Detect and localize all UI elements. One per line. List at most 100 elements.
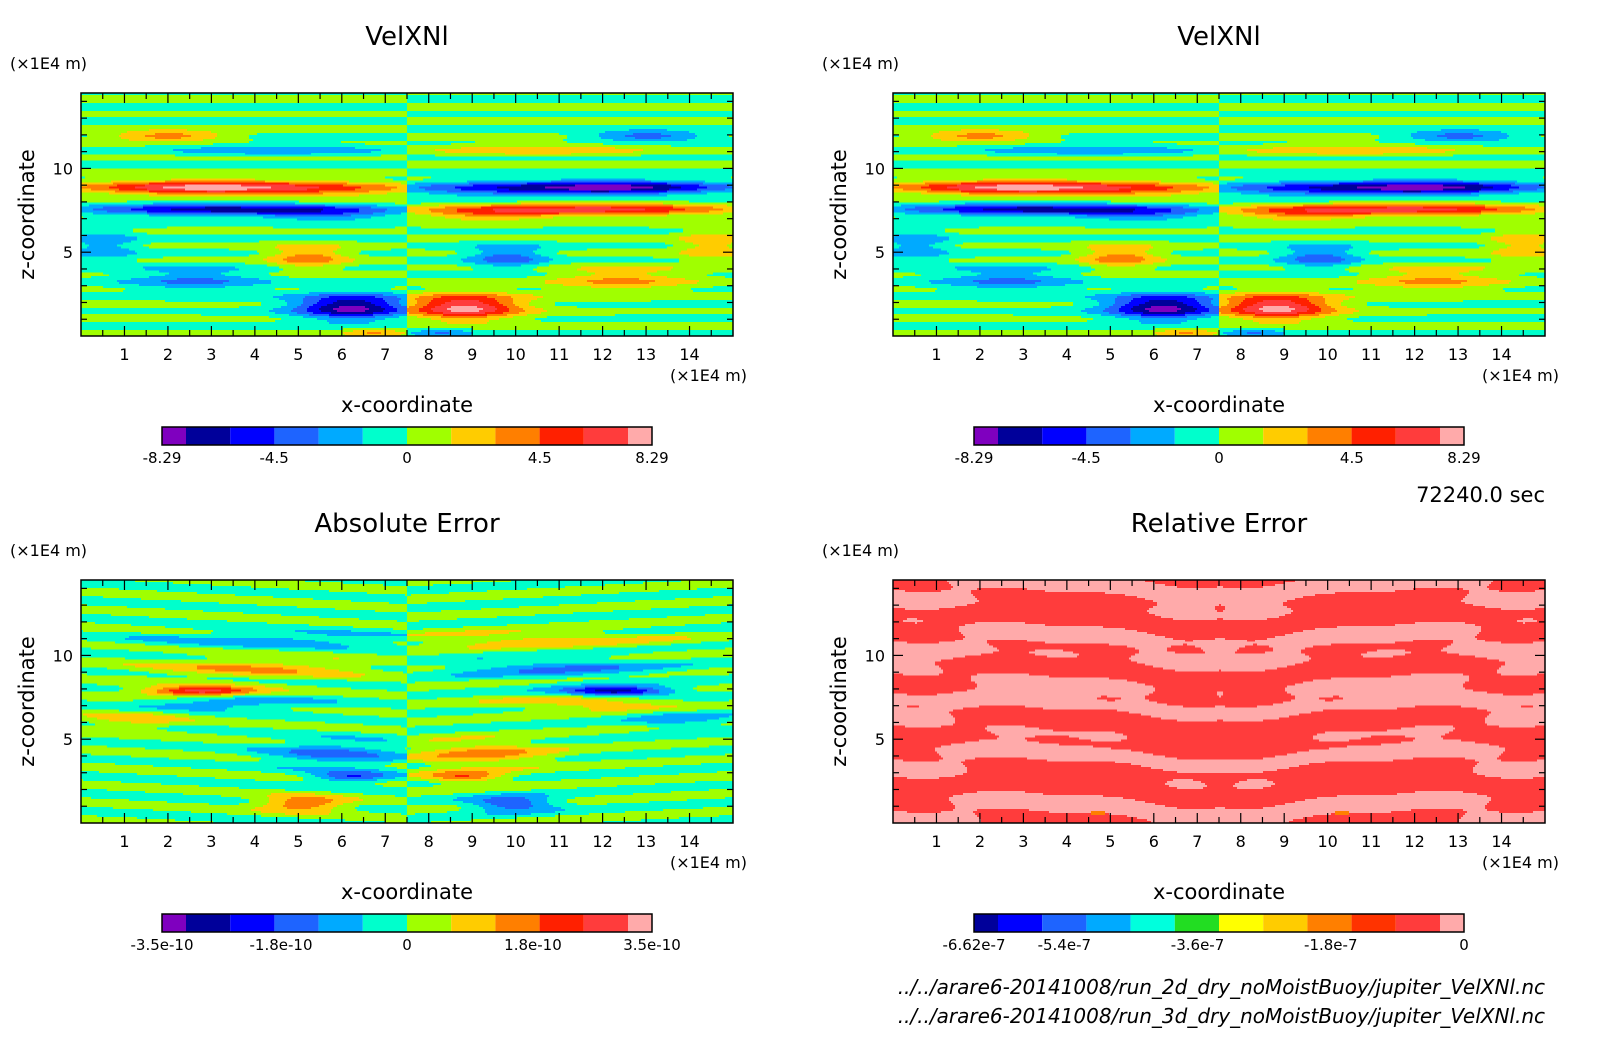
colorbar-label: 0 bbox=[402, 936, 412, 954]
field-image bbox=[893, 93, 1545, 336]
colorbar-frame bbox=[161, 913, 653, 933]
x-tick-label: 14 bbox=[679, 832, 699, 851]
colorbar-swatch bbox=[162, 427, 186, 445]
colorbar-swatch bbox=[628, 427, 652, 445]
colorbar-swatch bbox=[583, 427, 628, 445]
colorbar-swatch bbox=[1351, 427, 1396, 445]
colorbar-swatch bbox=[1263, 914, 1308, 932]
chart-title: VelXNl bbox=[1177, 22, 1260, 52]
colorbar-label: -4.5 bbox=[260, 449, 289, 467]
colorbar-label: -1.8e-10 bbox=[250, 936, 313, 954]
colorbar-swatch bbox=[230, 914, 275, 932]
x-tick-label: 9 bbox=[467, 345, 477, 364]
x-tick-label: 12 bbox=[1404, 832, 1424, 851]
chart-title: Relative Error bbox=[1131, 509, 1308, 539]
x-tick-label: 4 bbox=[250, 345, 260, 364]
colorbar-swatch bbox=[1042, 427, 1087, 445]
x-tick-label: 14 bbox=[1491, 832, 1511, 851]
time-label: 72240.0 sec bbox=[1416, 483, 1545, 507]
x-tick-label: 6 bbox=[337, 832, 347, 851]
colorbar-label: -4.5 bbox=[1072, 449, 1101, 467]
colorbar-swatch bbox=[1395, 914, 1440, 932]
field-image bbox=[893, 580, 1545, 823]
y-axis-label: z-coordinate bbox=[15, 149, 39, 280]
colorbar-swatch bbox=[583, 914, 628, 932]
x-tick-label: 1 bbox=[931, 832, 941, 851]
colorbar-frame bbox=[161, 426, 653, 446]
colorbar-swatch bbox=[274, 427, 319, 445]
panel-velxnl-3d: VelXNl(×1E4 m)1 2 3 4 5 6 7 8 9 10 11 12 13 14510(×1E… bbox=[822, 22, 1559, 467]
y-unit-label: (×1E4 m) bbox=[822, 541, 899, 560]
file-path-3d: ../../arare6-20141008/run_3d_dry_noMoist… bbox=[898, 1004, 1545, 1028]
colorbar-swatch bbox=[230, 427, 275, 445]
colorbar-swatch bbox=[1307, 427, 1352, 445]
colorbar-swatch bbox=[1307, 914, 1352, 932]
x-tick-label: 13 bbox=[1448, 832, 1468, 851]
chart-title: Absolute Error bbox=[314, 509, 500, 539]
x-axis-label: x-coordinate bbox=[1153, 393, 1285, 417]
colorbar-label: 4.5 bbox=[1340, 449, 1364, 467]
y-tick-label: 5 bbox=[875, 243, 885, 262]
x-tick-label: 1 bbox=[119, 832, 129, 851]
x-tick-label: 7 bbox=[380, 832, 390, 851]
colorbar-swatch bbox=[451, 914, 496, 932]
colorbar-label: 8.29 bbox=[1447, 449, 1480, 467]
colorbar: -8.29 -4.5 0 4.5 8.29 bbox=[143, 426, 669, 467]
colorbar-swatch bbox=[1174, 427, 1219, 445]
x-tick-label: 2 bbox=[163, 832, 173, 851]
colorbar-label: 0 bbox=[1459, 936, 1469, 954]
colorbar-label: -8.29 bbox=[955, 449, 994, 467]
colorbar-swatch bbox=[539, 427, 584, 445]
x-tick-label: 10 bbox=[1317, 345, 1337, 364]
colorbar-swatch bbox=[1130, 914, 1175, 932]
x-tick-label: 8 bbox=[1236, 345, 1246, 364]
colorbar-label: -5.4e-7 bbox=[1038, 936, 1091, 954]
x-tick-label: 7 bbox=[1192, 345, 1202, 364]
colorbar-swatch bbox=[162, 914, 186, 932]
x-tick-label: 10 bbox=[505, 832, 525, 851]
colorbar: -6.62e-7 -5.4e-7 -3.6e-7 -1.8e-7 0 bbox=[943, 913, 1469, 954]
y-tick-label: 10 bbox=[865, 159, 885, 178]
colorbar-swatch bbox=[1219, 914, 1264, 932]
x-tick-label: 9 bbox=[1279, 832, 1289, 851]
x-tick-label: 5 bbox=[293, 832, 303, 851]
colorbar-label: -3.5e-10 bbox=[131, 936, 194, 954]
x-unit-label: (×1E4 m) bbox=[1482, 366, 1559, 385]
y-tick-label: 10 bbox=[53, 646, 73, 665]
x-tick-label: 6 bbox=[1149, 832, 1159, 851]
x-tick-label: 6 bbox=[337, 345, 347, 364]
colorbar-swatch bbox=[974, 427, 998, 445]
field-image bbox=[81, 580, 733, 823]
x-tick-label: 13 bbox=[1448, 345, 1468, 364]
x-tick-label: 8 bbox=[424, 832, 434, 851]
colorbar-label: 4.5 bbox=[528, 449, 552, 467]
y-axis-label: z-coordinate bbox=[827, 636, 851, 767]
colorbar-swatch bbox=[274, 914, 319, 932]
colorbar-swatch bbox=[1042, 914, 1087, 932]
x-tick-label: 14 bbox=[679, 345, 699, 364]
y-unit-label: (×1E4 m) bbox=[10, 54, 87, 73]
colorbar-label: 8.29 bbox=[635, 449, 668, 467]
x-unit-label: (×1E4 m) bbox=[1482, 853, 1559, 872]
x-tick-label: 4 bbox=[1062, 832, 1072, 851]
x-tick-label: 3 bbox=[1018, 832, 1028, 851]
colorbar: -8.29 -4.5 0 4.5 8.29 bbox=[955, 426, 1481, 467]
x-tick-label: 11 bbox=[1361, 345, 1381, 364]
x-tick-label: 6 bbox=[1149, 345, 1159, 364]
colorbar-swatch bbox=[318, 914, 363, 932]
colorbar-swatch bbox=[1086, 914, 1131, 932]
x-axis-label: x-coordinate bbox=[1153, 880, 1285, 904]
y-tick-label: 10 bbox=[865, 646, 885, 665]
x-tick-label: 1 bbox=[931, 345, 941, 364]
y-tick-label: 5 bbox=[63, 730, 73, 749]
x-tick-label: 8 bbox=[424, 345, 434, 364]
x-tick-label: 13 bbox=[636, 345, 656, 364]
x-tick-label: 11 bbox=[549, 345, 569, 364]
x-tick-label: 3 bbox=[206, 832, 216, 851]
colorbar-swatch bbox=[318, 427, 363, 445]
y-unit-label: (×1E4 m) bbox=[10, 541, 87, 560]
x-tick-label: 9 bbox=[1279, 345, 1289, 364]
x-tick-label: 7 bbox=[1192, 832, 1202, 851]
colorbar-swatch bbox=[407, 914, 452, 932]
colorbar-swatch bbox=[495, 427, 540, 445]
